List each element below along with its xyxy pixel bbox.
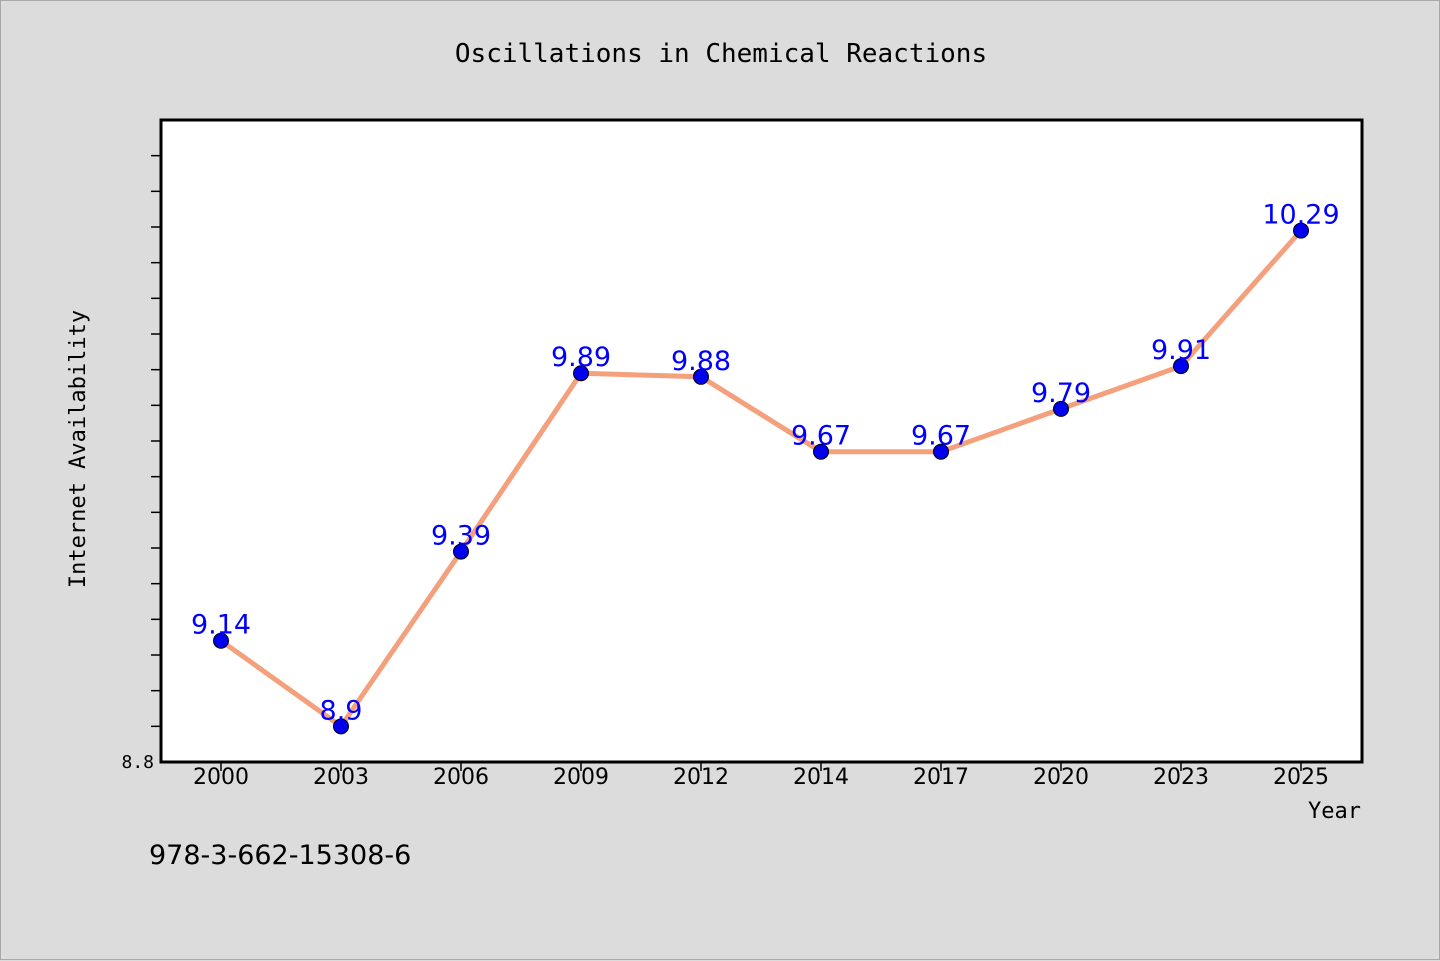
x-tick-label: 2009 [553, 765, 609, 790]
data-point [213, 632, 229, 649]
chart-title: Oscillations in Chemical Reactions [455, 39, 987, 69]
data-point [813, 443, 829, 460]
data-point [1053, 400, 1069, 417]
data-markers [213, 222, 1309, 735]
data-point [333, 718, 349, 735]
y-axis-tick-labels: 8.8 [121, 752, 154, 773]
data-label: 9.79 [1031, 378, 1091, 409]
x-axis-tick-labels: 2000 2003 2006 2009 2012 2014 2017 2020 2023 2025 [193, 765, 1329, 790]
isbn-text: 978-3-662-15308-6 [149, 840, 411, 871]
x-tick-label: 2017 [913, 765, 969, 790]
data-label: 8.9 [320, 695, 363, 726]
data-label: 9.14 [191, 610, 251, 641]
series-line [218, 228, 1304, 729]
x-tick-label: 2000 [193, 765, 249, 790]
data-labels: 9.14 8.9 9.39 9.89 9.88 9.67 9.67 9.79 9.91 10.29 [191, 200, 1340, 727]
data-point [573, 365, 589, 382]
data-label: 9.89 [551, 342, 611, 373]
data-label: 9.67 [791, 421, 851, 452]
x-tick-label: 2014 [793, 765, 849, 790]
data-label: 9.88 [671, 346, 731, 377]
x-tick-label: 2012 [673, 765, 729, 790]
data-label: 9.91 [1151, 335, 1211, 366]
data-label: 10.29 [1262, 200, 1339, 231]
data-point [693, 368, 709, 385]
x-tick-label: 2025 [1273, 765, 1329, 790]
x-tick-label: 2003 [313, 765, 369, 790]
data-point [1173, 358, 1189, 375]
data-point [453, 543, 469, 560]
data-point [1293, 222, 1309, 239]
x-tick-label: 2023 [1153, 765, 1209, 790]
y-axis-ticks [151, 154, 161, 728]
y-axis-label: Internet Availability [66, 310, 91, 588]
x-axis-label: Year [1308, 799, 1361, 824]
x-tick-label: 2006 [433, 765, 489, 790]
data-label: 9.39 [431, 521, 491, 552]
x-tick-label: 2020 [1033, 765, 1089, 790]
x-axis-ticks [220, 762, 1302, 771]
data-label: 9.67 [911, 421, 971, 452]
data-point [933, 443, 949, 460]
plot-area [159, 118, 1364, 764]
y-tick-label: 8.8 [121, 752, 154, 773]
